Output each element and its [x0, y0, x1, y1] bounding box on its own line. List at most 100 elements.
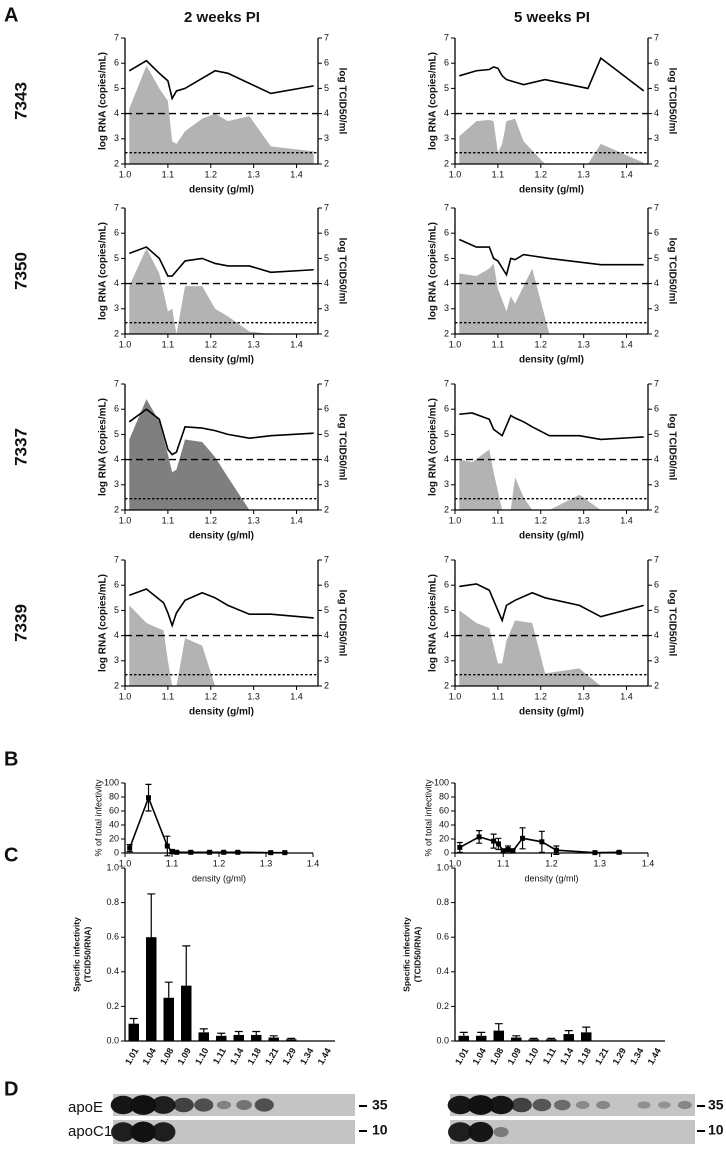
line: [128, 408, 314, 456]
point: [164, 843, 170, 849]
x-tick-label: 1.34: [298, 1046, 315, 1066]
x-tick-label: 1.3: [247, 691, 260, 701]
y-tick-label: 3: [444, 479, 449, 489]
blot-band: [151, 1096, 176, 1114]
y-tick-label: 60: [439, 805, 449, 815]
x-tick-label: 1.44: [646, 1046, 663, 1066]
y-tick-label: 3: [324, 655, 329, 665]
x-tick-label: 1.34: [628, 1046, 645, 1066]
y-tick-label: 0.0: [106, 1035, 119, 1045]
y-tick-label: 7: [654, 378, 659, 388]
x-tick-label: 1.29: [611, 1046, 628, 1066]
x-tick-label: 1.21: [263, 1046, 280, 1066]
x-tick-label: 1.4: [290, 515, 303, 525]
y-tick-label: 6: [324, 228, 329, 238]
panel-label: D: [4, 1078, 18, 1100]
y-tick-label: 20: [439, 833, 449, 843]
point: [592, 850, 598, 856]
blot-band: [488, 1095, 514, 1115]
blot-band: [448, 1122, 473, 1142]
x-tick-label: 1.1: [492, 515, 505, 525]
x-tick-label: 1.18: [246, 1046, 263, 1066]
blot-band: [254, 1098, 274, 1112]
area: [129, 248, 314, 334]
y-tick-label: 4: [324, 108, 329, 118]
y-tick-label: 2: [444, 328, 449, 338]
x-tick-label: 1.2: [205, 691, 218, 701]
line: [128, 795, 285, 854]
y-tick-label: 3: [654, 655, 659, 665]
blot-band: [554, 1099, 571, 1111]
column-title: 2 weeks PI: [184, 9, 260, 26]
y-tick-label: 5: [324, 253, 329, 263]
y-tick-label: 0.2: [436, 1001, 449, 1011]
x-tick-label: 1.3: [247, 169, 260, 179]
x-tick-label: 1.04: [141, 1046, 158, 1066]
blot-marker: 10: [372, 1122, 388, 1138]
blot-band: [468, 1121, 494, 1143]
blot-band: [151, 1122, 176, 1142]
blot-band: [677, 1100, 692, 1110]
x-tick-label: 1.3: [247, 515, 260, 525]
error-bar: [164, 981, 173, 998]
y-tick-label: 2: [324, 158, 329, 168]
point: [127, 845, 133, 851]
y-tick-label: 0.4: [436, 966, 449, 976]
y-axis-title: % of total infectivity: [93, 779, 103, 857]
y-tick-label: 2: [324, 680, 329, 690]
y-tick-label: 100: [434, 777, 449, 787]
bar: [146, 937, 157, 1041]
y-tick-label: 5: [654, 83, 659, 93]
x-tick-label: 1.0: [119, 691, 132, 701]
x-tick-label: 1.2: [535, 339, 548, 349]
blot-marker: 10: [708, 1122, 724, 1138]
point: [539, 839, 545, 845]
y-tick-label: 3: [444, 303, 449, 313]
y-tick-label: 0.8: [436, 897, 449, 907]
point: [235, 849, 241, 855]
y-axis-title: log RNA (copies/mL): [98, 398, 109, 496]
error-bar: [252, 1030, 261, 1035]
bar: [268, 1037, 279, 1041]
y-tick-label: 6: [444, 580, 449, 590]
y-tick-label: 60: [109, 805, 119, 815]
error-bar: [477, 1031, 486, 1036]
y-tick-label: 40: [109, 819, 119, 829]
y-tick-label: 6: [114, 580, 119, 590]
error-bar: [129, 1017, 138, 1024]
x-axis-title: density (g/ml): [524, 873, 578, 883]
y-tick-label: 5: [324, 605, 329, 615]
y-tick-label: 2: [114, 328, 119, 338]
blot-band: [110, 1095, 136, 1115]
y-tick-label: 20: [109, 833, 119, 843]
x-tick-label: 1.29: [281, 1046, 298, 1066]
y-tick-label: 80: [109, 791, 119, 801]
x-tick-label: 1.3: [260, 858, 273, 868]
error-bar: [529, 1037, 538, 1040]
error-bar: [234, 1030, 243, 1035]
y-tick-label: 0.6: [106, 932, 119, 942]
y-tick-label: 4: [654, 454, 659, 464]
x-tick-label: 1.1: [492, 691, 505, 701]
line: [129, 588, 314, 629]
y-tick-label: 5: [324, 429, 329, 439]
y-tick-label: 0.0: [436, 1035, 449, 1045]
blot-band: [532, 1098, 552, 1112]
point: [174, 849, 180, 855]
x-tick-label: 1.2: [205, 515, 218, 525]
y-tick-label: 3: [114, 479, 119, 489]
y-tick-label: 4: [444, 108, 449, 118]
y-tick-label: 5: [324, 83, 329, 93]
error-bar: [459, 1031, 468, 1036]
x-tick-label: 1.2: [545, 858, 558, 868]
line: [458, 238, 644, 277]
y-tick-label: 4: [324, 630, 329, 640]
y-tick-label: 5: [444, 83, 449, 93]
y-tick-label: 5: [654, 253, 659, 263]
x-tick-label: 1.08: [488, 1046, 505, 1066]
y-axis-title: Specific infectivity: [71, 917, 81, 992]
blot-band: [236, 1100, 252, 1110]
y-tick-label: 7: [654, 32, 659, 42]
x-tick-label: 1.4: [620, 515, 633, 525]
x-tick-label: 1.3: [577, 515, 590, 525]
